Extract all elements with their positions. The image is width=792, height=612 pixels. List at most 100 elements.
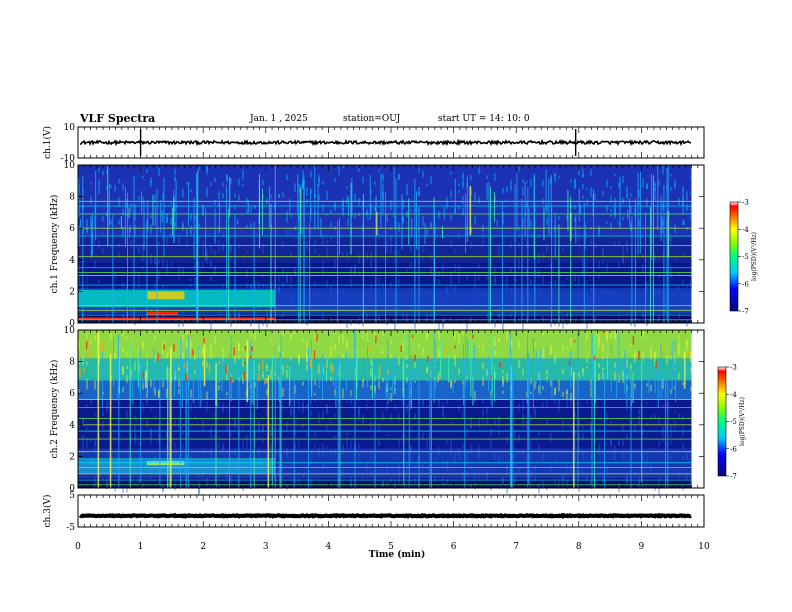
spectrogram-speckle [306, 432, 308, 436]
spectrogram-speckle [134, 482, 136, 486]
hot-spot [499, 362, 501, 368]
spectrogram-speckle [298, 440, 300, 448]
spectrogram-speckle [106, 169, 108, 174]
spectrogram-speckle [566, 390, 568, 400]
spectrogram-speckle [682, 219, 684, 226]
spectrogram-speckle [466, 322, 468, 332]
spectrogram-speckle [86, 379, 88, 389]
spectrogram-speckle [478, 453, 480, 459]
spectrogram-speckle [198, 486, 200, 495]
spectrogram-speckle [138, 273, 140, 283]
spectrogram-speckle [198, 484, 200, 494]
spectrogram-speckle [314, 430, 316, 437]
spectrogram-speckle [366, 330, 368, 337]
spectrogram-speckle [142, 175, 144, 179]
spectrogram-speckle [262, 283, 264, 293]
spectrogram-speckle [534, 205, 536, 212]
spectrogram-speckle [538, 432, 540, 436]
spectrogram-speckle [338, 252, 340, 257]
spectrogram-speckle [458, 229, 460, 239]
spectrogram-speckle [154, 283, 156, 290]
spectrogram-speckle [390, 353, 392, 358]
spectrogram-speckle [286, 451, 288, 458]
spectrogram-speckle [166, 213, 168, 223]
spectrogram-speckle [478, 274, 480, 280]
spectrogram-speckle [318, 177, 320, 187]
spectrogram-speckle [486, 175, 488, 180]
spectrogram-speckle [682, 427, 684, 437]
spectrogram-speckle [534, 380, 536, 389]
date-label: Jan. 1 , 2025 [250, 114, 308, 124]
spectrogram-speckle [466, 451, 468, 456]
spectrogram-speckle [278, 195, 280, 199]
spectrogram-speckle [602, 356, 604, 360]
spectrogram-speckle [250, 206, 252, 212]
spectrogram-speckle [166, 235, 168, 246]
spectrogram-speckle [518, 407, 520, 412]
spectrogram-speckle [614, 455, 616, 460]
spectrogram-speckle [166, 388, 168, 398]
spectrogram-speckle [658, 180, 660, 186]
spectrogram-speckle [138, 248, 140, 255]
spectrogram-speckle [622, 370, 624, 376]
spectrogram-speckle [326, 246, 328, 254]
spectrogram-speckle [446, 438, 448, 444]
spectrogram-speckle [570, 425, 572, 430]
spectrogram-speckle [678, 469, 680, 477]
spectrogram-speckle [678, 373, 680, 380]
spectrogram-speckle [522, 423, 524, 428]
spectrogram-speckle [110, 184, 112, 189]
spectrogram-speckle [602, 372, 604, 379]
spectrogram-speckle [570, 337, 572, 346]
spectrogram-speckle [622, 175, 624, 184]
spectrogram-speckle [246, 440, 248, 450]
spectrogram-speckle [218, 191, 220, 200]
spectrogram-speckle [578, 467, 580, 478]
spectrogram-speckle [562, 474, 564, 481]
spectrogram-speckle [614, 206, 616, 214]
spectrogram-speckle [638, 409, 640, 413]
spectrogram-speckle [378, 440, 380, 447]
spectrogram-speckle [86, 219, 88, 226]
spectrogram-speckle [654, 356, 656, 367]
spectrogram-speckle [638, 189, 640, 198]
spectrogram-speckle [446, 239, 448, 242]
spectrogram-speckle [466, 472, 468, 478]
spectrogram-speckle [342, 165, 344, 169]
spectrogram-speckle [634, 207, 636, 218]
spectrogram-speckle [646, 484, 648, 488]
spectrogram-speckle [194, 398, 196, 408]
spectrogram-speckle [450, 380, 452, 388]
hot-spot [655, 361, 657, 369]
spectrogram-speckle [266, 377, 268, 384]
spectrogram-speckle [522, 414, 524, 424]
spectrogram-speckle [446, 287, 448, 295]
spectrogram-speckle [106, 313, 108, 318]
spectrogram-speckle [138, 283, 140, 294]
spectrogram-speckle [222, 407, 224, 413]
spectrogram-speckle [322, 461, 324, 467]
hot-spot [230, 376, 232, 381]
spectrogram-speckle [126, 352, 128, 357]
spectrogram-speckle [414, 320, 416, 329]
ch1-ytick-max: 10 [64, 123, 76, 133]
spectrogram-speckle [658, 314, 660, 322]
spectrogram-speckle [258, 364, 260, 371]
spectrogram-speckle [114, 350, 116, 360]
spectrogram-speckle [678, 309, 680, 319]
spectrogram-speckle [498, 418, 500, 428]
spectrogram-speckle [690, 214, 692, 221]
spectrogram-speckle [390, 478, 392, 485]
spectrogram-speckle [626, 240, 628, 245]
spectrogram-speckle [222, 347, 224, 352]
spectrogram-speckle [402, 458, 404, 465]
spectrogram-speckle [430, 222, 432, 230]
spectrogram-speckle [630, 363, 632, 374]
spectrogram-speckle [646, 422, 648, 426]
spectrogram-speckle [342, 288, 344, 292]
spectrogram-speckle [242, 374, 244, 384]
hot-spot [264, 377, 266, 385]
spectrogram-speckle [338, 473, 340, 482]
spectrogram-speckle [322, 265, 324, 275]
spectrogram-speckle [106, 477, 108, 486]
